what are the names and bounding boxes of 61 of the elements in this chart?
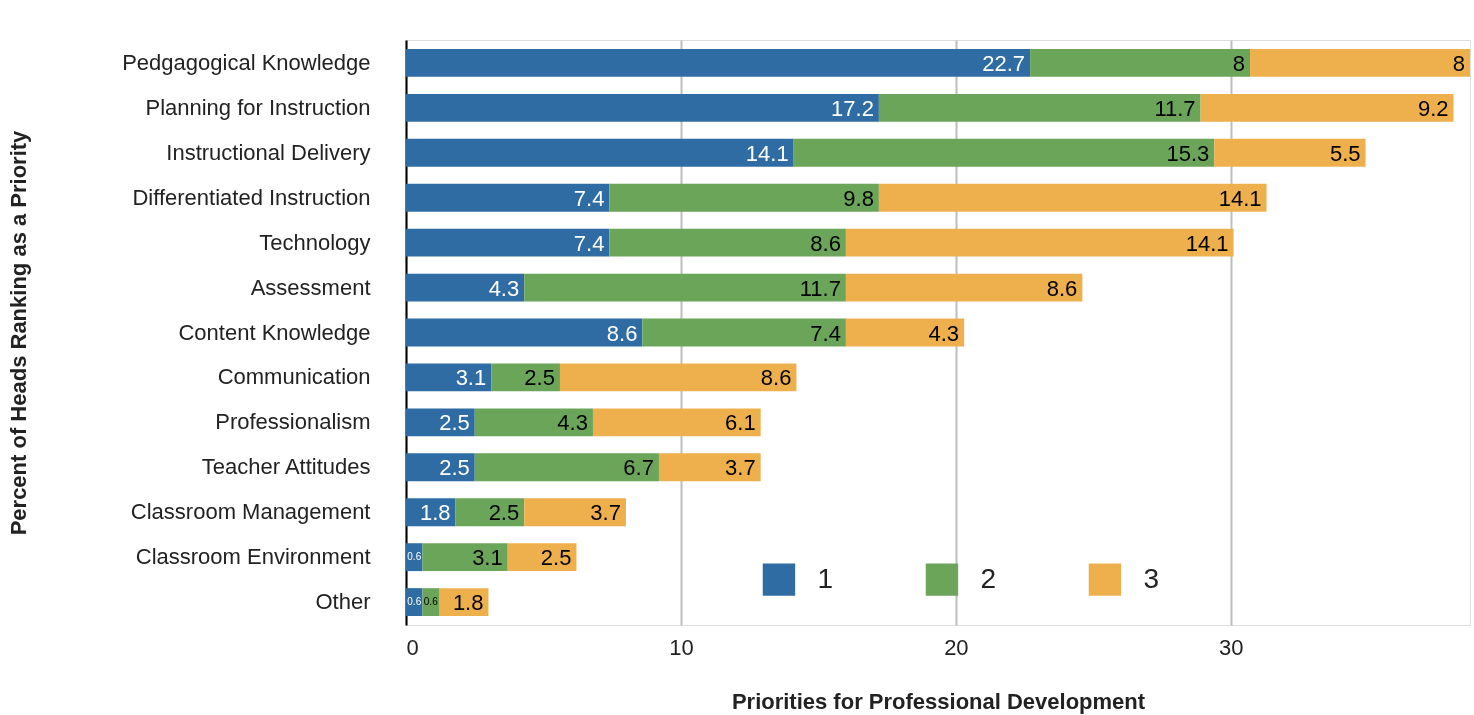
y-tick-label: Planning for Instruction: [145, 94, 371, 120]
data-label: 1.8: [419, 500, 451, 526]
legend-label: 2: [980, 562, 997, 594]
y-tick-label: Communication: [217, 364, 371, 390]
data-label: 7.4: [573, 185, 605, 211]
data-label: 14.1: [1185, 230, 1229, 256]
x-tick-label: 10: [669, 634, 694, 660]
data-label: 9.8: [843, 185, 874, 211]
legend-label: 3: [1143, 562, 1160, 594]
data-label: 2.5: [540, 545, 572, 571]
data-label: 7.4: [573, 230, 605, 256]
y-tick-label: Classroom Environment: [135, 544, 371, 570]
data-label: 9.2: [1417, 95, 1449, 121]
data-label: 14.1: [1218, 185, 1262, 211]
y-tick-label: Teacher Attitudes: [201, 454, 371, 480]
data-label: 2.5: [524, 365, 555, 391]
data-label: 6.7: [623, 455, 654, 481]
x-tick-label: 0: [406, 634, 419, 660]
data-label: 15.3: [1166, 140, 1210, 166]
data-label: 8: [1452, 50, 1465, 76]
data-label: 0.6: [407, 551, 422, 563]
data-label: 0.6: [407, 596, 422, 608]
x-tick-label: 30: [1219, 634, 1244, 660]
data-label: 4.3: [488, 275, 520, 301]
data-label: 4.3: [928, 320, 960, 346]
data-label: 8.6: [1046, 275, 1078, 301]
y-tick-label: Pedgagogical Knowledge: [122, 49, 371, 75]
x-tick-label: 20: [944, 634, 969, 660]
y-tick-label: Classroom Management: [130, 499, 371, 525]
legend-label: 1: [817, 562, 834, 594]
data-label: 3.1: [455, 365, 487, 391]
data-label: 3.7: [590, 500, 621, 526]
data-label: 7.4: [810, 320, 841, 346]
data-label: 2.5: [488, 500, 520, 526]
y-tick-label: Content Knowledge: [178, 319, 371, 345]
data-label: 8.6: [606, 320, 638, 346]
y-tick-label: Other: [315, 589, 371, 615]
data-label: 17.2: [831, 95, 874, 121]
data-label: 22.7: [982, 50, 1026, 76]
data-label: 8: [1232, 50, 1246, 76]
data-label: 8.6: [760, 365, 792, 391]
y-tick-label: Technology: [259, 229, 371, 255]
data-label: 2.5: [439, 410, 470, 436]
data-label: 3.1: [472, 545, 503, 571]
data-label: 2.5: [439, 455, 470, 481]
y-tick-label: Differentiated Instruction: [132, 184, 371, 210]
data-label: 11.7: [1154, 95, 1196, 121]
data-label: 3.7: [725, 455, 756, 481]
data-label: 11.7: [799, 275, 841, 301]
y-tick-label: Assessment: [250, 274, 371, 300]
y-tick-label: Professionalism: [215, 409, 371, 435]
y-tick-label: Instructional Delivery: [166, 139, 371, 165]
data-label: 4.3: [557, 410, 588, 436]
data-label: 6.1: [725, 410, 756, 436]
data-label: 14.1: [745, 140, 789, 166]
y-axis-title: Percent of Heads Ranking as a Priority: [5, 129, 31, 536]
data-label: 8.6: [810, 230, 841, 256]
data-label: 0.6: [423, 596, 439, 608]
data-label: 1.8: [452, 590, 484, 616]
x-axis-title: Priorities for Professional Development: [731, 688, 1146, 714]
data-label: 5.5: [1329, 140, 1361, 166]
